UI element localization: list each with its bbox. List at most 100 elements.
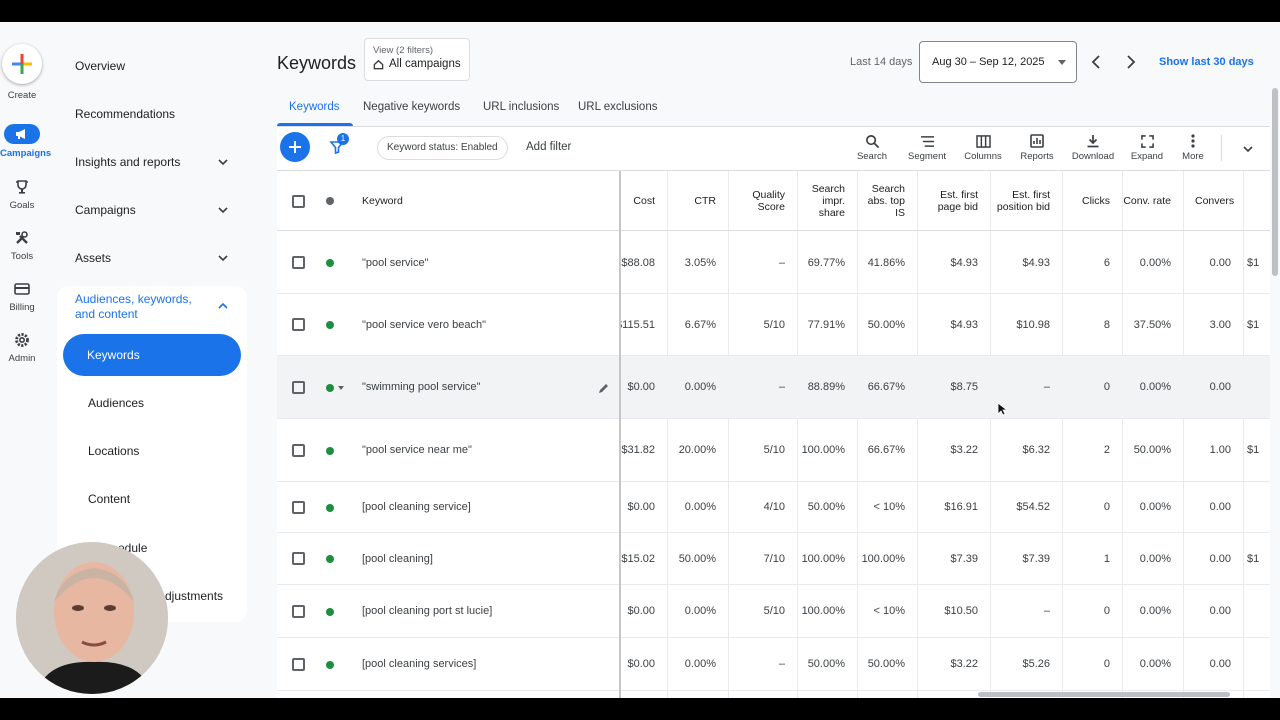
table-row[interactable]: [pool cleaning] $15.02 50.00% 7/10 100.00% 10… xyxy=(277,533,1270,585)
column-header[interactable]: Search abs. top IS xyxy=(867,183,905,219)
keyword-status-filter-chip[interactable]: Keyword status: Enabled xyxy=(377,136,508,160)
nav-content[interactable]: Content xyxy=(88,492,131,506)
add-filter-button[interactable]: Add filter xyxy=(526,141,572,153)
columns-tool[interactable]: Columns xyxy=(958,131,1008,162)
column-header[interactable]: Quality Score xyxy=(752,189,785,213)
row-checkbox[interactable] xyxy=(292,256,305,269)
status-enabled-dot[interactable] xyxy=(326,555,334,563)
select-all-checkbox[interactable] xyxy=(292,195,305,208)
table-row[interactable]: [pool cleaning port st lucie] $0.00 0.00% 5… xyxy=(277,585,1270,638)
nav-assets[interactable]: Assets xyxy=(75,251,112,265)
download-tool[interactable]: Download xyxy=(1068,131,1118,162)
column-header[interactable]: Conv. rate xyxy=(1123,195,1171,207)
status-dropdown-caret-icon[interactable] xyxy=(338,386,344,390)
nav-audiences-keywords-content[interactable]: Audiences, keywords, and content xyxy=(75,292,192,321)
table-row[interactable]: "swimming pool service" $0.00 0.00% – 88.89%… xyxy=(277,356,1270,419)
nav-audiences[interactable]: Audiences xyxy=(88,396,145,410)
column-header[interactable]: Clicks xyxy=(1082,195,1110,207)
table-cell: 100.00% xyxy=(801,444,845,456)
column-header[interactable]: Search impr. share xyxy=(811,183,845,219)
rail-tools[interactable]: Tools xyxy=(0,228,44,262)
keyword-text[interactable]: [pool cleaning port st lucie] xyxy=(362,605,493,617)
column-header[interactable]: Cost xyxy=(633,195,655,207)
row-checkbox[interactable] xyxy=(292,381,305,394)
tab-url-exclusions[interactable]: URL exclusions xyxy=(578,101,658,113)
status-enabled-dot[interactable] xyxy=(326,447,334,455)
keyword-column-header[interactable]: Keyword xyxy=(362,195,403,207)
nav-adjustments[interactable]: djustments xyxy=(165,589,224,603)
chevron-right-icon[interactable] xyxy=(1124,54,1138,70)
row-checkbox[interactable] xyxy=(292,501,305,514)
reports-tool[interactable]: Reports xyxy=(1012,131,1062,162)
vertical-scrollbar[interactable] xyxy=(1272,88,1278,276)
nav-overview[interactable]: Overview xyxy=(75,59,126,73)
segment-icon xyxy=(920,135,934,147)
status-enabled-dot[interactable] xyxy=(326,608,334,616)
show-last-30-days-link[interactable]: Show last 30 days xyxy=(1159,56,1254,68)
column-header[interactable]: CTR xyxy=(694,195,716,207)
rail-admin[interactable]: Admin xyxy=(0,330,44,364)
row-checkbox[interactable] xyxy=(292,552,305,565)
more-tool[interactable]: More xyxy=(1168,131,1218,162)
table-cell: 88.89% xyxy=(807,381,845,393)
chevron-down-icon[interactable] xyxy=(217,252,229,264)
keyword-text[interactable]: [pool cleaning] xyxy=(362,552,433,565)
table-row[interactable]: "pool service vero beach" $115.51 6.67% 5/1… xyxy=(277,294,1270,356)
table-row[interactable]: [pool cleaning service] $0.00 0.00% 4/10 50.… xyxy=(277,482,1270,533)
table-row[interactable]: [pool cleaning services] $0.00 0.00% – 50.00… xyxy=(277,638,1270,691)
column-divider xyxy=(667,171,668,698)
chevron-down-icon[interactable] xyxy=(217,156,229,168)
row-checkbox[interactable] xyxy=(292,444,305,457)
keyword-text[interactable]: "pool service" xyxy=(362,256,429,269)
nav-keywords[interactable]: Keywords xyxy=(63,334,241,376)
table-row[interactable]: "pool service" $88.08 3.05% – 69.77% 41.86% $4… xyxy=(277,232,1270,294)
search-tool[interactable]: Search xyxy=(847,131,897,162)
date-range-picker[interactable]: Aug 30 – Sep 12, 2025 xyxy=(919,41,1077,83)
table-row[interactable]: "pool service near me" $31.82 20.00% 5/10 10… xyxy=(277,419,1270,482)
nav-campaigns[interactable]: Campaigns xyxy=(75,203,136,217)
nav-locations[interactable]: Locations xyxy=(88,444,140,458)
chevron-down-icon[interactable] xyxy=(217,204,229,216)
view-selector[interactable]: View (2 filters) All campaigns xyxy=(364,38,470,81)
create-button[interactable] xyxy=(2,44,42,84)
rail-billing[interactable]: Billing xyxy=(0,279,44,313)
segment-tool[interactable]: Segment xyxy=(902,131,952,162)
table-cell: $115.51 xyxy=(619,318,655,331)
column-header[interactable]: Est. first page bid xyxy=(937,189,978,213)
keyword-text[interactable]: [pool cleaning services] xyxy=(362,658,477,670)
row-checkbox[interactable] xyxy=(292,318,305,331)
active-tab-indicator xyxy=(277,123,353,126)
tab-keywords[interactable]: Keywords xyxy=(289,101,340,113)
horizontal-scrollbar[interactable] xyxy=(978,692,1230,697)
table-cell: $4.93 xyxy=(950,256,978,269)
chevron-up-icon[interactable] xyxy=(217,300,229,312)
row-checkbox[interactable] xyxy=(292,658,305,671)
status-enabled-dot[interactable] xyxy=(326,504,334,512)
rail-goals[interactable]: Goals xyxy=(0,177,44,211)
keyword-text[interactable]: "swimming pool service" xyxy=(362,381,481,393)
column-header[interactable]: Convers xyxy=(1195,195,1235,207)
rail-campaigns[interactable]: Campaigns xyxy=(0,124,51,159)
column-header[interactable]: Est. first position bid xyxy=(996,189,1050,213)
nav-insights[interactable]: Insights and reports xyxy=(75,155,181,169)
table-cell: $54.52 xyxy=(1016,501,1050,513)
nav-recommendations[interactable]: Recommendations xyxy=(75,107,176,121)
add-keyword-button[interactable] xyxy=(280,132,310,162)
row-checkbox[interactable] xyxy=(292,605,305,618)
table-cell: 6 xyxy=(1103,256,1110,269)
keyword-text[interactable]: "pool service vero beach" xyxy=(362,318,486,331)
table-cell: 0 xyxy=(1103,605,1110,617)
tab-negative-keywords[interactable]: Negative keywords xyxy=(363,101,461,113)
home-icon xyxy=(373,59,384,69)
status-enabled-dot[interactable] xyxy=(326,661,334,669)
chevron-left-icon[interactable] xyxy=(1089,54,1103,70)
keyword-text[interactable]: [pool cleaning service] xyxy=(362,501,471,513)
expand-tool[interactable]: Expand xyxy=(1122,131,1172,162)
chevron-down-icon[interactable] xyxy=(1242,143,1254,155)
keyword-text[interactable]: "pool service near me" xyxy=(362,444,472,456)
tab-url-inclusions[interactable]: URL inclusions xyxy=(483,101,560,113)
edit-pencil-icon[interactable] xyxy=(598,382,610,394)
status-enabled-dot[interactable] xyxy=(326,259,334,267)
status-enabled-dot[interactable] xyxy=(326,384,334,392)
status-enabled-dot[interactable] xyxy=(326,321,334,329)
